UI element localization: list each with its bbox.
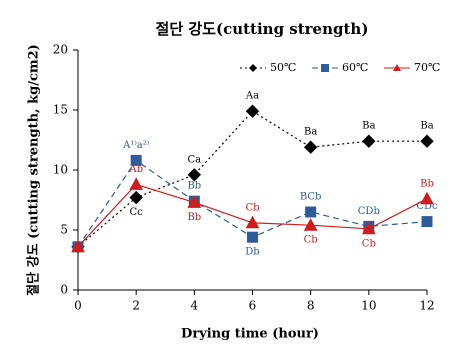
marker (303, 218, 318, 231)
marker (71, 239, 85, 253)
x-tick-label: 8 (307, 299, 315, 313)
legend-label: 70℃ (414, 61, 440, 74)
y-tick-label: 0 (60, 283, 68, 297)
y-tick-label: 10 (53, 163, 68, 177)
x-tick-label: 6 (249, 299, 257, 313)
x-axis-label: Drying time (hour) (181, 327, 319, 342)
point-label: Cb (245, 202, 259, 213)
point-label: Bb (187, 212, 201, 223)
x-tick-label: 12 (419, 299, 434, 313)
marker (129, 190, 143, 205)
marker (245, 215, 260, 229)
y-tick-label: 5 (60, 223, 68, 237)
point-label: BCb (300, 192, 322, 203)
marker (361, 221, 376, 235)
marker (129, 177, 144, 190)
point-label: Cb (304, 235, 318, 246)
marker (187, 195, 202, 208)
x-tick-label: 4 (191, 299, 199, 313)
marker (130, 154, 142, 166)
marker (245, 104, 260, 118)
legend-symbol (393, 64, 401, 71)
point-label: Ab (128, 164, 143, 175)
marker (247, 231, 258, 243)
x-tick-label: 2 (132, 299, 140, 313)
y-tick-label: 15 (53, 103, 68, 117)
marker (420, 134, 434, 148)
point-label: CDc (416, 201, 438, 212)
legend-label: 60℃ (342, 61, 368, 74)
legend-label: 50℃ (270, 61, 296, 74)
legend-symbol (321, 64, 329, 72)
y-tick-label: 20 (53, 43, 68, 57)
marker (187, 168, 202, 182)
marker (420, 191, 434, 205)
point-label: Ba (420, 121, 433, 132)
point-label: Bb (420, 178, 434, 189)
point-label: Ba (362, 121, 375, 132)
x-tick-label: 0 (74, 299, 82, 313)
point-label: Aa (245, 91, 259, 102)
point-label: Bb (187, 181, 201, 192)
point-label: CDb (358, 206, 380, 217)
point-label: Cc (130, 207, 144, 218)
point-label: Cb (362, 238, 376, 249)
marker (303, 140, 318, 154)
marker (305, 206, 317, 218)
marker (362, 134, 376, 148)
point-label: Db (245, 247, 259, 258)
legend-symbol (249, 64, 257, 72)
chart-title: 절단 강도(cutting strength) (156, 20, 369, 38)
point-label: A¹⁾a²⁾ (122, 140, 149, 151)
marker (421, 216, 433, 228)
y-axis-label: 절단 강도 (cutting strength, kg/cm2) (26, 44, 42, 296)
point-label: Ca (188, 154, 202, 165)
x-tick-label: 10 (361, 299, 376, 313)
point-label: Ba (304, 127, 317, 138)
